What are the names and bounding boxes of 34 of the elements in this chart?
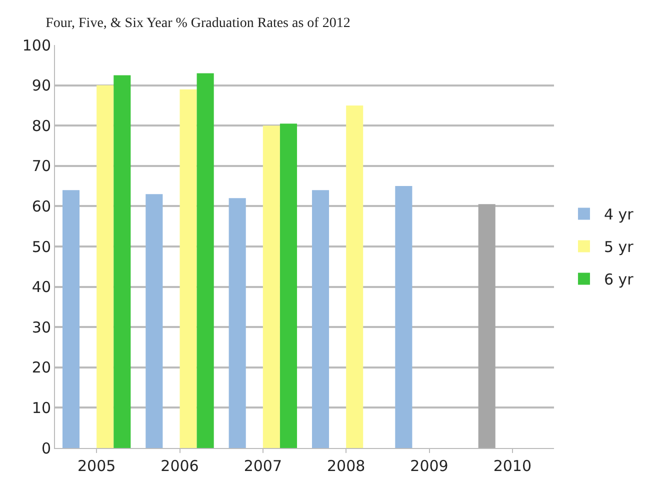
x-tick-label: 2010: [493, 457, 532, 475]
bar: [478, 204, 496, 448]
bar: [312, 190, 330, 448]
bar: [146, 194, 163, 448]
bar: [114, 75, 131, 448]
y-tick-label: 30: [32, 318, 51, 336]
x-tick-label: 2006: [160, 457, 199, 475]
bar: [262, 126, 280, 448]
bar: [180, 89, 197, 448]
y-tick-label: 0: [41, 439, 51, 458]
bar: [196, 73, 214, 448]
bar: [96, 85, 114, 448]
legend-label: 4 yr: [604, 206, 634, 224]
legend-label: 5 yr: [604, 238, 634, 256]
x-tick-label: 2008: [326, 457, 366, 475]
y-tick-label: 90: [32, 76, 51, 95]
legend-label: 6 yr: [604, 270, 634, 289]
bar: [228, 198, 246, 448]
y-tick-label: 70: [32, 157, 51, 176]
y-tick-label: 50: [32, 238, 51, 256]
bar: [280, 124, 298, 448]
x-tick-label: 2005: [77, 457, 116, 475]
bar: [62, 190, 80, 448]
y-tick-label: 20: [32, 358, 51, 377]
y-tick-label: 80: [32, 116, 51, 135]
y-tick-label: 100: [22, 36, 51, 54]
x-tick-label: 2009: [410, 457, 448, 475]
y-tick-label: 40: [32, 278, 51, 296]
bar: [346, 105, 364, 448]
y-tick-label: 60: [32, 197, 51, 216]
bar: [395, 186, 412, 448]
chart-title: Four, Five, & Six Year % Graduation Rates as of 2012: [46, 16, 350, 32]
x-tick-label: 2007: [244, 457, 282, 475]
y-tick-label: 10: [32, 398, 51, 417]
